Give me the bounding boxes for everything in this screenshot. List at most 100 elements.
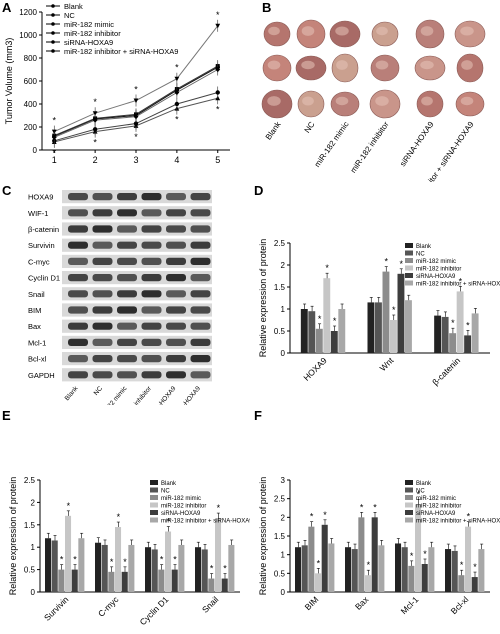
- blot-band: [166, 306, 186, 314]
- blot-band: [68, 338, 88, 346]
- legend-label: Blank: [416, 244, 432, 250]
- blot-band: [92, 193, 113, 201]
- y-tick-label: 200: [24, 123, 38, 132]
- legend-label: siRNA-HOXA9: [64, 38, 113, 47]
- protein-label: Bax: [28, 322, 41, 331]
- blot-band: [166, 322, 186, 330]
- significance-star: *: [473, 562, 477, 572]
- y-tick-label: 0: [31, 588, 36, 597]
- legend-label: siRNA-HOXA9: [416, 511, 456, 517]
- bar: [395, 543, 402, 592]
- blot-band: [68, 193, 88, 201]
- bar: [338, 309, 346, 353]
- bar: [45, 538, 52, 592]
- bar: [415, 504, 422, 592]
- bar: [365, 575, 372, 592]
- bar: [221, 578, 228, 592]
- lane-label: NC: [93, 385, 105, 397]
- y-tick-label: 2.5: [24, 476, 36, 485]
- blot-band: [68, 209, 88, 217]
- legend-label: miR-182 mimic: [416, 259, 456, 265]
- legend-label: miR-182 inhibitor + siRNA-HOXA9: [416, 519, 500, 525]
- bar: [101, 544, 108, 592]
- data-point: [92, 117, 98, 123]
- legend-label: Blank: [161, 481, 177, 487]
- legend-marker: [51, 4, 55, 8]
- blot-band: [190, 338, 211, 346]
- legend-swatch: [150, 502, 158, 508]
- category-label: C-myc: [96, 594, 121, 619]
- blot-band: [166, 290, 186, 298]
- blot-band: [141, 290, 162, 298]
- tumor-group-label: miR-182 inhibitor: [349, 120, 391, 175]
- blot-band: [141, 355, 162, 363]
- bar: [401, 547, 408, 592]
- legend-swatch: [150, 495, 158, 500]
- legend-swatch: [405, 250, 413, 256]
- bar: [390, 320, 397, 353]
- bar: [445, 549, 452, 592]
- category-label: β-catenin: [430, 355, 462, 387]
- blot-band: [117, 338, 137, 346]
- bar: [178, 544, 185, 592]
- y-tick-label: 800: [24, 54, 38, 63]
- protein-label: Snail: [28, 290, 45, 299]
- blot-band: [68, 371, 88, 379]
- legend-label: NC: [64, 11, 75, 20]
- significance-star: *: [60, 555, 64, 565]
- legend-swatch: [405, 258, 413, 263]
- panel-label-d: D: [254, 183, 264, 198]
- bar: [428, 547, 435, 592]
- legend-swatch: [405, 265, 413, 271]
- panel-label-c: C: [2, 183, 12, 198]
- legend-swatch: [405, 517, 413, 523]
- bar: [378, 545, 385, 592]
- tumor-highlight: [301, 60, 315, 70]
- legend-label: NC: [161, 489, 170, 495]
- tumor-highlight: [267, 60, 281, 70]
- blot-band: [141, 322, 162, 330]
- significance-star: *: [360, 502, 364, 512]
- data-point: [215, 90, 220, 95]
- tumor-highlight: [376, 26, 388, 36]
- blot-band: [166, 193, 186, 201]
- bar: [171, 569, 178, 592]
- y-tick-label: 0.5: [274, 327, 286, 336]
- blot-band: [166, 371, 186, 379]
- significance-star: *: [423, 549, 427, 559]
- legend-swatch: [150, 487, 158, 493]
- significance-star: *: [223, 564, 227, 574]
- data-point: [92, 111, 98, 116]
- y-tick-label: 2.5: [274, 495, 286, 504]
- y-tick-label: 2: [281, 513, 286, 522]
- bar: [108, 571, 115, 592]
- data-point: [174, 101, 180, 107]
- blot-band: [117, 290, 137, 298]
- blot-band: [190, 209, 211, 217]
- legend-marker: [51, 49, 55, 53]
- legend-marker: [51, 40, 55, 44]
- tumor-highlight: [336, 60, 348, 70]
- legend-swatch: [150, 480, 158, 485]
- legend-label: miR-182 inhibitor: [416, 267, 461, 273]
- data-point: [133, 121, 139, 126]
- blot-band: [117, 355, 137, 363]
- bar: [128, 544, 135, 592]
- significance-star: *: [175, 115, 179, 125]
- bar: [65, 515, 72, 592]
- legend-swatch: [405, 280, 413, 286]
- bar: [228, 544, 235, 592]
- significance-star: *: [210, 564, 214, 574]
- y-tick-label: 0: [281, 349, 286, 358]
- y-tick-label: 2: [281, 261, 286, 270]
- significance-star: *: [167, 517, 171, 527]
- lane-label: Blank: [64, 385, 80, 403]
- bar: [449, 333, 457, 353]
- blot-band: [190, 371, 211, 379]
- significance-star: *: [134, 85, 138, 95]
- legend-swatch: [405, 480, 413, 485]
- legend-swatch: [150, 510, 158, 515]
- bar: [456, 291, 464, 353]
- panel-label-a: A: [2, 0, 12, 15]
